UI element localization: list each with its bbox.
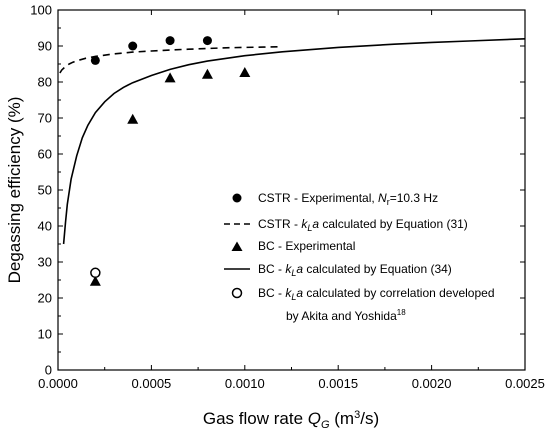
y-tick-label: 100 <box>30 3 52 18</box>
x-tick-label: 0.0010 <box>225 376 265 391</box>
legend: CSTR - Experimental, Nr=10.3 Hz CSTR - k… <box>224 191 495 323</box>
cstr-experimental-point <box>202 36 212 46</box>
x-tick-label: 0.0000 <box>38 376 78 391</box>
legend-label-bc-equation: BC - kLa calculated by Equation (34) <box>258 262 452 278</box>
bc-experimental-point <box>89 275 101 286</box>
y-axis-title: Degassing efficiency (%) <box>5 97 24 284</box>
ticks: 0.0000 0.0005 0.0010 0.0015 0.0020 0.0025 0 10 2… <box>30 3 545 392</box>
x-tick-label: 0.0005 <box>132 376 172 391</box>
legend-marker-bc-correlation <box>231 287 243 299</box>
x-tick-label: 0.0025 <box>505 376 545 391</box>
x-tick-label: 0.0020 <box>412 376 452 391</box>
cstr-experimental-point <box>90 55 100 65</box>
legend-label-bc-correlation-line2: by Akita and Yoshida18 <box>286 308 406 323</box>
bc-experimental-point <box>201 68 213 79</box>
y-tick-label: 10 <box>38 327 52 342</box>
cstr-equation-curve <box>59 45 283 74</box>
y-tick-label: 60 <box>38 147 52 162</box>
x-axis-title: Gas flow rate QG (m3/s) <box>203 409 379 431</box>
bc-experimental-point <box>127 113 139 124</box>
y-tick-label: 80 <box>38 75 52 90</box>
cstr-experimental-point <box>165 36 175 46</box>
y-tick-label: 40 <box>38 219 52 234</box>
legend-marker-bc-experimental <box>231 241 243 251</box>
legend-label-bc-correlation: BC - kLa calculated by correlation devel… <box>258 286 495 302</box>
cstr-experimental-point <box>128 41 138 51</box>
bc-correlation-point <box>90 267 101 279</box>
y-tick-label: 20 <box>38 291 52 306</box>
y-tick-label: 50 <box>38 183 52 198</box>
bc-equation-curve <box>62 38 526 245</box>
y-tick-label: 90 <box>38 39 52 54</box>
legend-label-cstr-equation: CSTR - kLa calculated by Equation (31) <box>258 217 468 233</box>
legend-marker-cstr-experimental <box>232 193 242 203</box>
y-tick-label: 30 <box>38 255 52 270</box>
x-tick-label: 0.0015 <box>318 376 358 391</box>
curves <box>59 38 526 245</box>
legend-label-bc-experimental: BC - Experimental <box>258 239 355 253</box>
markers <box>89 36 251 286</box>
bc-experimental-point <box>239 67 251 77</box>
y-tick-label: 70 <box>38 111 52 126</box>
legend-label-cstr-experimental: CSTR - Experimental, Nr=10.3 Hz <box>258 191 438 207</box>
y-tick-label: 0 <box>45 363 52 378</box>
bc-experimental-point <box>164 72 176 83</box>
